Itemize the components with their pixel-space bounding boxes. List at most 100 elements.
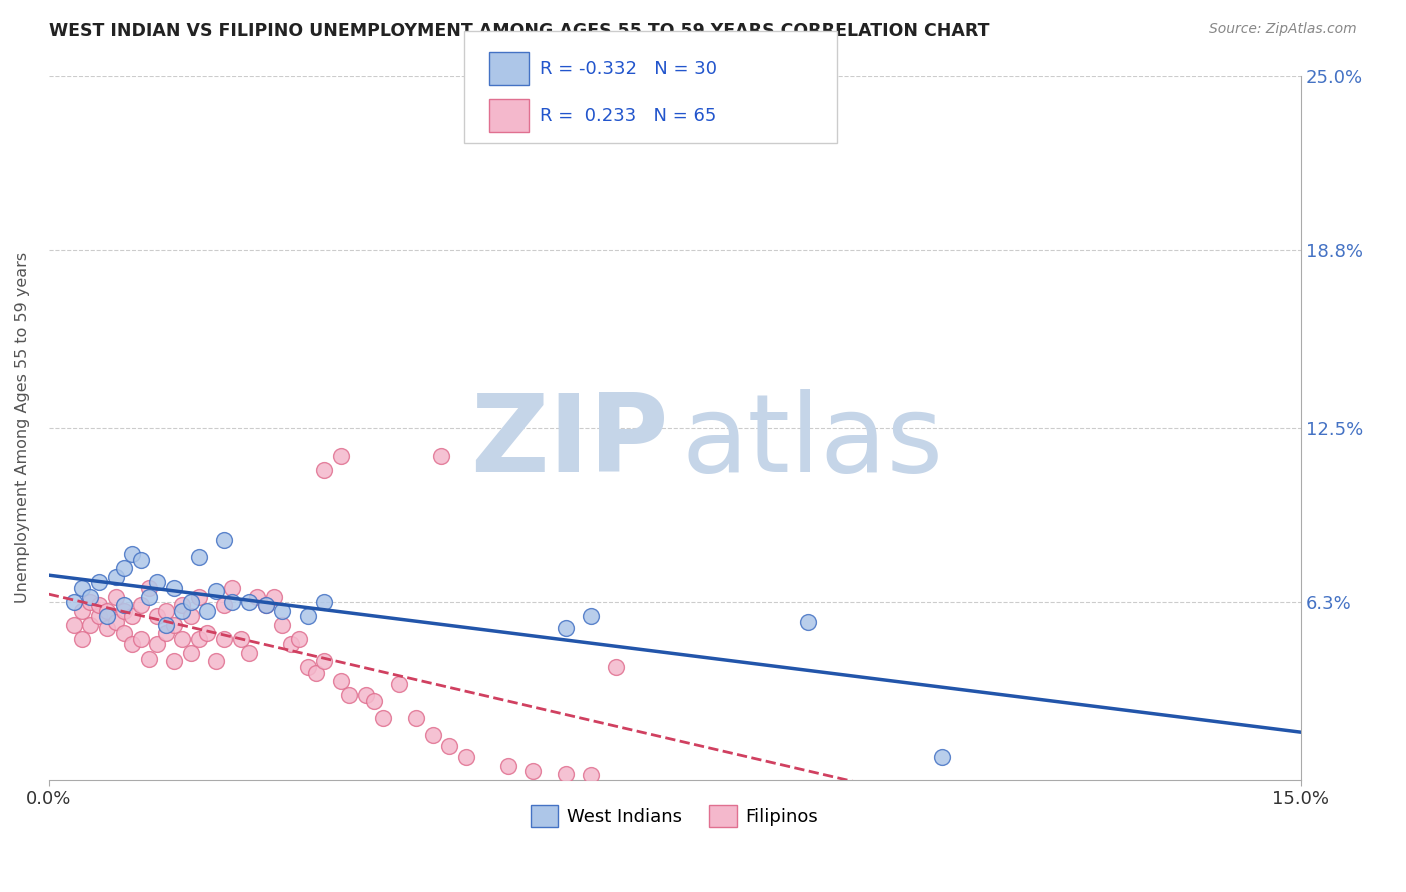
Point — [555, 621, 578, 635]
Point — [163, 617, 186, 632]
Point — [172, 598, 194, 612]
Point — [79, 595, 101, 609]
Point — [70, 604, 93, 618]
Point — [297, 609, 319, 624]
Text: atlas: atlas — [681, 389, 943, 495]
Text: ZIP: ZIP — [470, 389, 668, 495]
Y-axis label: Unemployment Among Ages 55 to 59 years: Unemployment Among Ages 55 to 59 years — [15, 252, 30, 603]
Point — [221, 595, 243, 609]
Point — [172, 604, 194, 618]
Point — [112, 561, 135, 575]
Point — [204, 654, 226, 668]
Point — [522, 764, 544, 779]
Point — [337, 688, 360, 702]
Point — [188, 590, 211, 604]
Point — [456, 750, 478, 764]
Point — [212, 632, 235, 646]
Point — [354, 688, 377, 702]
Point — [212, 598, 235, 612]
Point — [238, 646, 260, 660]
Point — [238, 595, 260, 609]
Point — [129, 632, 152, 646]
Point — [104, 590, 127, 604]
Point — [363, 694, 385, 708]
Point — [405, 711, 427, 725]
Point — [430, 449, 453, 463]
Point — [195, 626, 218, 640]
Point — [314, 463, 336, 477]
Point — [79, 617, 101, 632]
Point — [271, 617, 294, 632]
Point — [271, 604, 294, 618]
Point — [104, 615, 127, 629]
Point — [314, 595, 336, 609]
Point — [163, 654, 186, 668]
Point — [87, 609, 110, 624]
Point — [496, 758, 519, 772]
Point — [229, 632, 252, 646]
Point — [388, 677, 411, 691]
Point — [96, 609, 118, 624]
Point — [931, 750, 953, 764]
Point — [297, 660, 319, 674]
Point — [280, 637, 302, 651]
Point — [70, 581, 93, 595]
Point — [70, 632, 93, 646]
Point — [146, 609, 169, 624]
Point — [121, 637, 143, 651]
Point — [138, 581, 160, 595]
Point — [605, 660, 627, 674]
Point — [314, 654, 336, 668]
Point — [155, 626, 177, 640]
Point — [155, 617, 177, 632]
Point — [112, 626, 135, 640]
Point — [62, 595, 84, 609]
Point — [62, 617, 84, 632]
Point — [138, 651, 160, 665]
Point — [129, 598, 152, 612]
Point — [555, 767, 578, 781]
Point — [121, 547, 143, 561]
Point — [254, 598, 277, 612]
Point — [329, 449, 352, 463]
Point — [422, 727, 444, 741]
Point — [87, 598, 110, 612]
Point — [439, 739, 461, 753]
Point — [188, 632, 211, 646]
Point — [146, 575, 169, 590]
Point — [112, 598, 135, 612]
Point — [87, 575, 110, 590]
Point — [305, 665, 328, 680]
Point — [797, 615, 820, 629]
Point — [204, 583, 226, 598]
Point — [329, 673, 352, 688]
Point — [180, 646, 202, 660]
Point — [221, 581, 243, 595]
Point — [188, 550, 211, 565]
Point — [263, 590, 285, 604]
Point — [138, 590, 160, 604]
Point — [121, 609, 143, 624]
Point — [254, 598, 277, 612]
Point — [172, 632, 194, 646]
Text: R = -0.332   N = 30: R = -0.332 N = 30 — [540, 60, 717, 78]
Point — [129, 553, 152, 567]
Point — [581, 768, 603, 782]
Point — [96, 604, 118, 618]
Text: WEST INDIAN VS FILIPINO UNEMPLOYMENT AMONG AGES 55 TO 59 YEARS CORRELATION CHART: WEST INDIAN VS FILIPINO UNEMPLOYMENT AMO… — [49, 22, 990, 40]
Legend: West Indians, Filipinos: West Indians, Filipinos — [524, 797, 825, 834]
Point — [79, 590, 101, 604]
Point — [212, 533, 235, 548]
Point — [581, 609, 603, 624]
Point — [180, 609, 202, 624]
Point — [112, 604, 135, 618]
Point — [155, 604, 177, 618]
Point — [163, 581, 186, 595]
Point — [246, 590, 269, 604]
Text: R =  0.233   N = 65: R = 0.233 N = 65 — [540, 107, 716, 125]
Point — [96, 621, 118, 635]
Point — [180, 595, 202, 609]
Point — [371, 711, 394, 725]
Point — [288, 632, 311, 646]
Text: Source: ZipAtlas.com: Source: ZipAtlas.com — [1209, 22, 1357, 37]
